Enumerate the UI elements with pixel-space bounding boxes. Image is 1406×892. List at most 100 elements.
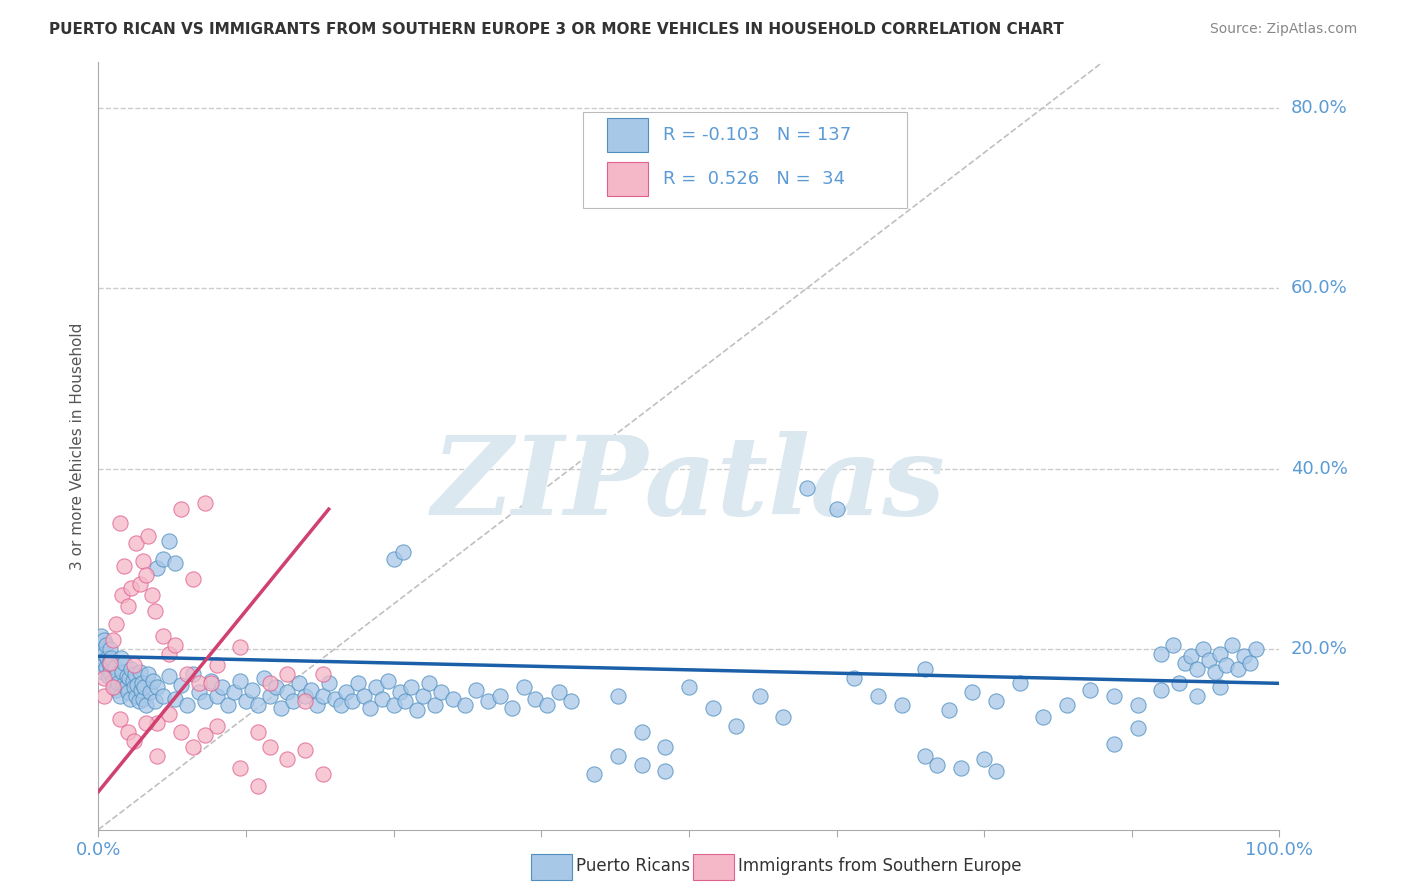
Point	[772, 710, 794, 724]
Point	[453, 698, 475, 712]
Point	[392, 544, 415, 558]
Point	[157, 533, 180, 548]
Point	[229, 640, 252, 655]
Point	[259, 676, 281, 690]
Point	[121, 581, 143, 595]
FancyBboxPatch shape	[582, 112, 907, 208]
Point	[134, 680, 156, 694]
Point	[97, 669, 120, 683]
Point	[112, 559, 135, 574]
FancyBboxPatch shape	[607, 118, 648, 152]
FancyBboxPatch shape	[607, 162, 648, 195]
Point	[94, 638, 117, 652]
Point	[187, 676, 209, 690]
Point	[187, 685, 209, 699]
Point	[364, 680, 387, 694]
Point	[512, 680, 534, 694]
Point	[1215, 658, 1237, 673]
Point	[844, 671, 866, 685]
Point	[318, 676, 340, 690]
Point	[108, 516, 131, 530]
Point	[127, 678, 149, 692]
Point	[136, 667, 159, 681]
Point	[128, 577, 150, 591]
Point	[323, 691, 346, 706]
Point	[246, 698, 269, 712]
Point	[607, 748, 630, 763]
Point	[748, 689, 770, 703]
Point	[146, 748, 169, 763]
Point	[112, 656, 135, 670]
Point	[157, 669, 180, 683]
Point	[98, 656, 121, 670]
Point	[122, 734, 145, 748]
Point	[170, 678, 193, 692]
Point	[654, 739, 676, 754]
Point	[1209, 680, 1232, 694]
Point	[347, 676, 370, 690]
Point	[259, 689, 281, 703]
Point	[101, 673, 124, 688]
Point	[176, 698, 198, 712]
Point	[406, 703, 429, 717]
Point	[294, 743, 316, 757]
Point	[501, 700, 523, 714]
Point	[583, 766, 606, 780]
Point	[136, 529, 159, 543]
Point	[157, 647, 180, 661]
Point	[1180, 649, 1202, 664]
Point	[246, 779, 269, 793]
Point	[412, 689, 434, 703]
Point	[1191, 642, 1213, 657]
Point	[1126, 698, 1149, 712]
Point	[294, 689, 316, 703]
Point	[101, 680, 124, 694]
Point	[1150, 682, 1173, 697]
Point	[141, 588, 163, 602]
Point	[949, 761, 972, 775]
Point	[98, 665, 121, 679]
Point	[181, 739, 204, 754]
Point	[430, 685, 453, 699]
Point	[122, 658, 145, 673]
Point	[146, 680, 169, 694]
Point	[1008, 676, 1031, 690]
Text: 20.0%: 20.0%	[1291, 640, 1347, 658]
Point	[984, 694, 1007, 708]
Point	[1239, 656, 1261, 670]
Point	[1244, 642, 1267, 657]
Point	[1174, 656, 1197, 670]
Point	[240, 682, 263, 697]
Point	[925, 757, 948, 772]
Point	[866, 689, 889, 703]
Point	[253, 671, 276, 685]
Point	[103, 680, 125, 694]
Point	[121, 662, 143, 676]
Y-axis label: 3 or more Vehicles in Household: 3 or more Vehicles in Household	[69, 322, 84, 570]
Point	[984, 764, 1007, 778]
Point	[259, 739, 281, 754]
Point	[335, 685, 357, 699]
Text: Immigrants from Southern Europe: Immigrants from Southern Europe	[738, 857, 1022, 875]
Point	[229, 761, 252, 775]
Text: PUERTO RICAN VS IMMIGRANTS FROM SOUTHERN EUROPE 3 OR MORE VEHICLES IN HOUSEHOLD : PUERTO RICAN VS IMMIGRANTS FROM SOUTHERN…	[49, 22, 1064, 37]
Point	[418, 676, 440, 690]
Point	[465, 682, 488, 697]
Point	[377, 673, 399, 688]
Point	[1168, 676, 1191, 690]
Point	[1080, 682, 1102, 697]
Point	[246, 725, 269, 739]
Point	[111, 588, 134, 602]
Point	[91, 656, 114, 670]
Point	[122, 680, 145, 694]
Point	[115, 669, 138, 683]
Point	[94, 660, 117, 674]
Point	[104, 660, 127, 674]
Point	[121, 673, 143, 688]
Point	[796, 482, 818, 496]
Text: ZIPatlas: ZIPatlas	[432, 431, 946, 538]
Point	[135, 698, 157, 712]
Point	[283, 694, 305, 708]
Point	[353, 689, 375, 703]
Point	[205, 689, 228, 703]
